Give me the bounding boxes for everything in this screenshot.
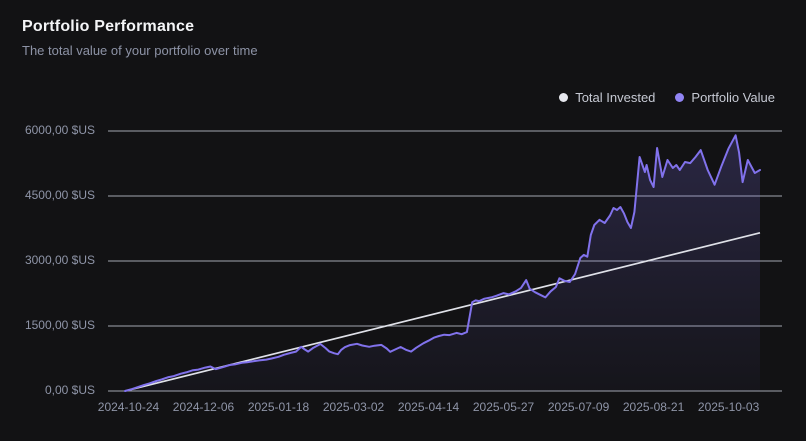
portfolio-value-area (125, 135, 760, 391)
page-subtitle: The total value of your portfolio over t… (22, 43, 258, 58)
legend-label-portfolio-value: Portfolio Value (691, 90, 775, 105)
x-axis-label: 2024-12-06 (172, 400, 235, 414)
y-axis-label: 6000,00 $US (24, 123, 95, 137)
legend-item-total-invested[interactable]: Total Invested (559, 90, 655, 105)
page-title: Portfolio Performance (22, 18, 195, 35)
chart-legend: Total Invested Portfolio Value (559, 90, 775, 105)
x-axis-label: 2025-07-09 (547, 400, 610, 414)
x-axis-label: 2025-01-18 (247, 400, 310, 414)
y-axis-label: 4500,00 $US (24, 188, 95, 202)
x-axis-label: 2025-08-21 (622, 400, 685, 414)
legend-item-portfolio-value[interactable]: Portfolio Value (675, 90, 775, 105)
x-axis-label: 2025-05-27 (472, 400, 535, 414)
total-invested-dot-icon (559, 93, 569, 102)
chart-header: Portfolio Performance The total value of… (22, 18, 258, 58)
y-axis-label: 1500,00 $US (24, 318, 95, 332)
y-axis-label: 0,00 $US (44, 383, 95, 397)
x-axis-label: 2024-10-24 (97, 400, 160, 414)
portfolio-value-dot-icon (675, 93, 685, 102)
x-axis-label: 2025-03-02 (322, 400, 385, 414)
x-axis-label: 2025-10-03 (697, 400, 760, 414)
y-axis-label: 3000,00 $US (24, 253, 95, 267)
legend-label-total-invested: Total Invested (575, 90, 656, 105)
portfolio-value-line (124, 134, 761, 392)
x-axis-label: 2025-04-14 (397, 400, 460, 414)
